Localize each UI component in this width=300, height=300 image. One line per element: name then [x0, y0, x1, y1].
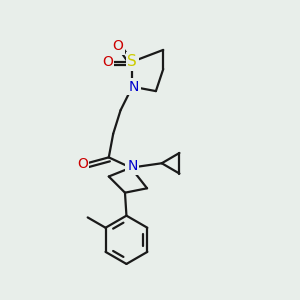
- Text: S: S: [128, 54, 137, 69]
- Text: O: O: [112, 39, 123, 53]
- Text: N: N: [129, 80, 139, 94]
- Text: O: O: [77, 157, 88, 171]
- Text: N: N: [127, 159, 137, 173]
- Text: O: O: [102, 55, 113, 69]
